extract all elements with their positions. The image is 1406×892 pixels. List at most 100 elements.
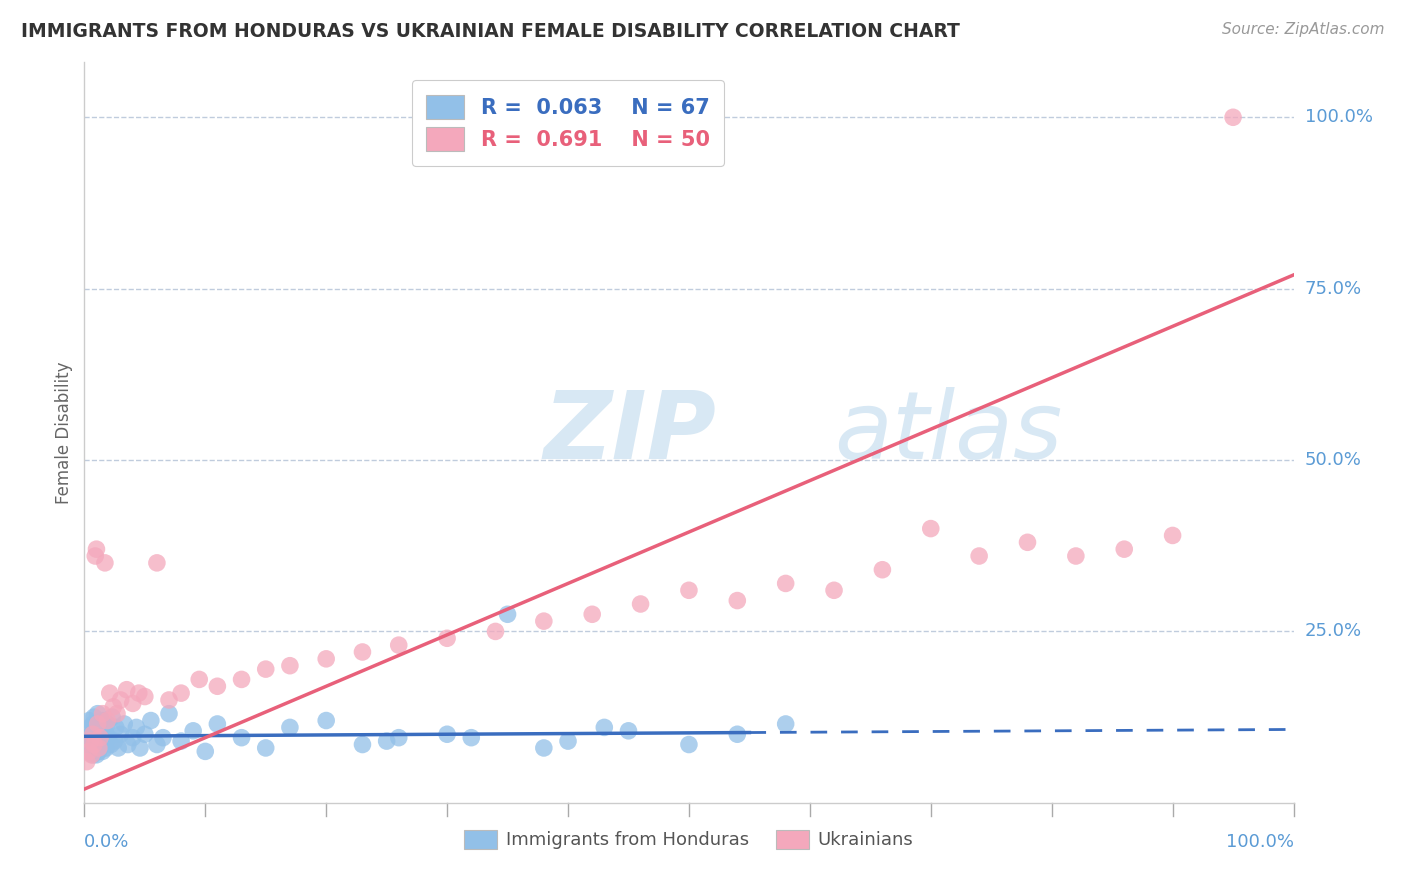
Point	[920, 522, 942, 536]
Point	[967, 549, 990, 563]
Point	[157, 706, 180, 721]
Text: IMMIGRANTS FROM HONDURAS VS UKRAINIAN FEMALE DISABILITY CORRELATION CHART: IMMIGRANTS FROM HONDURAS VS UKRAINIAN FE…	[21, 22, 960, 41]
Point	[87, 727, 110, 741]
Point	[496, 607, 519, 622]
Point	[77, 714, 100, 728]
Point	[1114, 542, 1136, 557]
Point	[1064, 549, 1087, 563]
Point	[76, 755, 98, 769]
Point	[84, 731, 107, 745]
Text: ZIP: ZIP	[544, 386, 717, 479]
Point	[97, 731, 120, 745]
Point	[533, 614, 555, 628]
Point	[775, 717, 797, 731]
Point	[581, 607, 603, 622]
Point	[872, 563, 894, 577]
Point	[79, 734, 101, 748]
Point	[207, 717, 229, 731]
Point	[110, 727, 132, 741]
Point	[115, 682, 138, 697]
Point	[139, 714, 162, 728]
Point	[83, 710, 105, 724]
Point	[84, 738, 107, 752]
Point	[83, 723, 105, 738]
Point	[121, 731, 143, 745]
Point	[82, 727, 104, 741]
Point	[86, 717, 108, 731]
Point	[352, 738, 374, 752]
Point	[278, 658, 301, 673]
Point	[617, 723, 640, 738]
Point	[89, 738, 111, 752]
Point	[86, 717, 108, 731]
Point	[87, 741, 110, 756]
Point	[231, 673, 253, 687]
Point	[107, 741, 129, 756]
Point	[89, 720, 111, 734]
Point	[125, 720, 148, 734]
Point	[152, 731, 174, 745]
Legend: Immigrants from Honduras, Ukrainians: Immigrants from Honduras, Ukrainians	[457, 823, 921, 856]
Point	[823, 583, 845, 598]
Text: 75.0%: 75.0%	[1305, 280, 1362, 298]
Text: 100.0%: 100.0%	[1226, 833, 1294, 851]
Y-axis label: Female Disability: Female Disability	[55, 361, 73, 504]
Text: 25.0%: 25.0%	[1305, 623, 1362, 640]
Point	[188, 673, 211, 687]
Point	[94, 556, 117, 570]
Point	[630, 597, 652, 611]
Point	[678, 738, 700, 752]
Point	[725, 727, 748, 741]
Point	[134, 727, 156, 741]
Point	[110, 693, 132, 707]
Point	[90, 731, 112, 745]
Text: 50.0%: 50.0%	[1305, 451, 1361, 469]
Point	[278, 720, 301, 734]
Point	[117, 738, 139, 752]
Point	[93, 734, 115, 748]
Point	[593, 720, 616, 734]
Point	[678, 583, 700, 598]
Point	[80, 747, 103, 762]
Point	[146, 738, 169, 752]
Text: 100.0%: 100.0%	[1305, 108, 1372, 127]
Point	[82, 747, 104, 762]
Point	[436, 632, 458, 646]
Point	[86, 542, 108, 557]
Point	[315, 652, 337, 666]
Point	[170, 686, 193, 700]
Point	[207, 679, 229, 693]
Point	[725, 593, 748, 607]
Point	[104, 720, 127, 734]
Point	[98, 686, 121, 700]
Point	[181, 723, 204, 738]
Point	[86, 747, 108, 762]
Point	[80, 727, 103, 741]
Point	[79, 720, 101, 734]
Point	[231, 731, 253, 745]
Text: atlas: atlas	[834, 387, 1063, 478]
Point	[194, 744, 217, 758]
Point	[104, 734, 127, 748]
Point	[77, 731, 100, 745]
Point	[91, 744, 114, 758]
Point	[436, 727, 458, 741]
Point	[89, 731, 111, 745]
Point	[94, 723, 117, 738]
Text: 0.0%: 0.0%	[84, 833, 129, 851]
Point	[87, 744, 110, 758]
Point	[96, 714, 118, 728]
Point	[80, 741, 103, 756]
Point	[76, 738, 98, 752]
Point	[775, 576, 797, 591]
Point	[533, 741, 555, 756]
Point	[77, 744, 100, 758]
Point	[91, 706, 114, 721]
Point	[121, 697, 143, 711]
Point	[77, 744, 100, 758]
Point	[1161, 528, 1184, 542]
Point	[82, 717, 104, 731]
Point	[157, 693, 180, 707]
Text: Source: ZipAtlas.com: Source: ZipAtlas.com	[1222, 22, 1385, 37]
Point	[79, 734, 101, 748]
